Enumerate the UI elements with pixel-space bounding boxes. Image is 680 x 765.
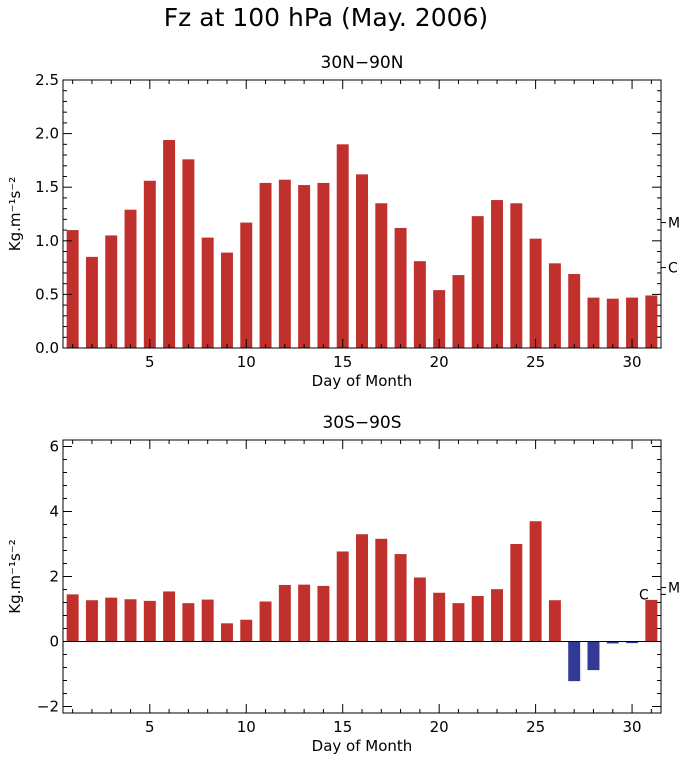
bar-day-29 [606, 641, 619, 644]
x-tick-label: 20 [430, 353, 449, 371]
bar-day-31 [645, 295, 658, 348]
marker-label-m: M [668, 581, 680, 597]
y-tick-label: 0 [49, 633, 59, 651]
bar-day-5 [143, 600, 156, 642]
bar-day-26 [548, 263, 561, 348]
bar-day-7 [182, 159, 195, 348]
bar-day-4 [124, 599, 137, 642]
bar-day-19 [413, 261, 426, 348]
bar-day-22 [471, 216, 484, 348]
bar-day-4 [124, 209, 137, 348]
bar-day-26 [548, 600, 561, 642]
panel-title: 30N−90N [321, 53, 404, 73]
bar-day-8 [201, 599, 214, 642]
x-tick-label: 30 [623, 353, 642, 371]
bar-day-27 [568, 641, 581, 682]
bar-day-24 [510, 203, 523, 348]
bar-day-6 [163, 140, 176, 348]
bar-day-28 [587, 297, 600, 348]
bar-day-25 [529, 521, 542, 642]
marker-label-c: C [639, 587, 649, 603]
bar-day-27 [568, 274, 581, 348]
bar-day-16 [356, 534, 368, 642]
bar-day-2 [85, 256, 98, 348]
bar-day-21 [452, 603, 465, 642]
x-tick-label: 5 [145, 718, 155, 736]
bar-day-11 [259, 601, 272, 642]
bar-day-8 [201, 237, 214, 348]
x-axis-label: Day of Month [312, 372, 413, 390]
x-axis-label: Day of Month [312, 737, 413, 755]
bar-day-14 [317, 182, 330, 348]
panel-30n-90n: 30N−90N 5 10 15 20 25 30 0.0 0.5 1.0 1.5 2.0 2.5 Day … [6, 53, 680, 390]
bar-day-5 [143, 180, 156, 348]
x-tick-label: 15 [333, 353, 352, 371]
y-tick-label: 1.0 [35, 232, 59, 250]
bar-day-9 [220, 623, 233, 642]
y-tick-label: 4 [49, 503, 59, 521]
bar-day-23 [491, 589, 504, 642]
bar-day-19 [413, 577, 426, 642]
bar-day-14 [317, 585, 330, 642]
bar-day-10 [240, 222, 253, 348]
y-tick-label: 2.5 [35, 71, 59, 89]
x-tick-label: 20 [430, 718, 449, 736]
bar-day-28 [587, 641, 600, 671]
x-tick-label: 30 [623, 718, 642, 736]
bar-day-18 [394, 227, 407, 348]
x-tick-label: 25 [526, 718, 545, 736]
bar-day-30 [626, 641, 639, 644]
y-tick-label: 1.5 [35, 178, 59, 196]
y-tick-label: 2.0 [35, 125, 59, 143]
bar-day-15 [336, 551, 349, 642]
bar-day-18 [394, 554, 407, 642]
bar-day-1 [66, 594, 79, 642]
bar-day-16 [356, 174, 368, 348]
y-tick-label: 0.5 [35, 285, 59, 303]
y-tick-label: 6 [49, 438, 59, 456]
marker-label-m: M [668, 216, 680, 232]
bar-day-12 [278, 179, 291, 348]
bar-day-31 [645, 599, 658, 642]
bar-day-9 [220, 252, 233, 348]
y-axis-label: Kg.m⁻¹s⁻² [6, 177, 24, 251]
x-tick-label: 5 [145, 353, 155, 371]
bar-day-29 [606, 298, 619, 348]
bar-day-6 [163, 591, 176, 642]
bar-day-12 [278, 584, 291, 642]
panel-title: 30S−90S [322, 413, 401, 433]
bar-day-10 [240, 619, 253, 642]
bar-day-20 [433, 592, 446, 642]
bar-day-3 [105, 597, 118, 642]
x-tick-label: 10 [237, 718, 256, 736]
bar-day-25 [529, 238, 542, 348]
bar-day-13 [298, 584, 311, 642]
bar-day-23 [491, 200, 504, 348]
y-tick-label: 2 [49, 568, 59, 586]
bar-day-22 [471, 596, 484, 642]
x-tick-label: 25 [526, 353, 545, 371]
bar-day-15 [336, 144, 349, 348]
y-axis-label: Kg.m⁻¹s⁻² [6, 539, 24, 613]
bar-day-2 [85, 600, 98, 642]
bar-day-1 [66, 230, 79, 348]
bar-day-7 [182, 603, 195, 642]
x-tick-label: 15 [333, 718, 352, 736]
bar-day-30 [626, 297, 639, 348]
bar-day-13 [298, 185, 311, 348]
y-tick-label: 0.0 [35, 339, 59, 357]
y-tick-label: −2 [37, 698, 59, 716]
bar-day-21 [452, 275, 465, 348]
bar-day-17 [375, 538, 388, 642]
bar-day-20 [433, 290, 446, 348]
marker-label-c: C [668, 261, 678, 277]
bar-day-24 [510, 544, 523, 642]
panel-30s-90s: 30S−90S 5 10 15 20 25 30 −2 0 2 4 6 Day of Month Kg.m… [6, 413, 680, 755]
figure-title: Fz at 100 hPa (May. 2006) [164, 3, 488, 32]
x-tick-label: 10 [237, 353, 256, 371]
bar-day-3 [105, 235, 118, 348]
bar-day-11 [259, 182, 272, 348]
bar-day-17 [375, 203, 388, 348]
